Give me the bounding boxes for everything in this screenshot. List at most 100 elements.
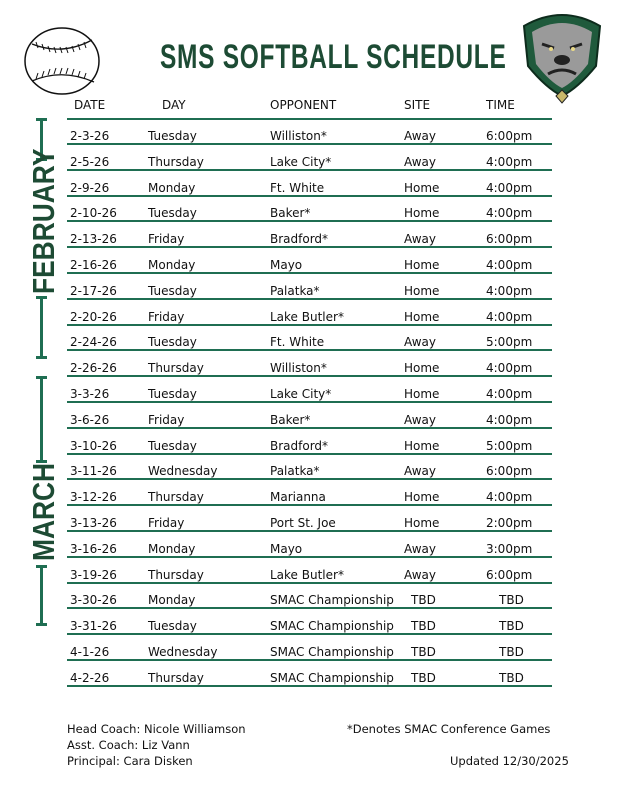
- cell-site: Home: [404, 387, 440, 401]
- cell-day: Thursday: [148, 154, 204, 169]
- cell-opponent: Palatka*: [270, 464, 320, 479]
- asst-coach: Asst. Coach: Liz Vann: [67, 738, 190, 752]
- cell-site: Away: [404, 412, 436, 427]
- cell-time: 4:00pm: [486, 283, 533, 298]
- cell-site: TBD: [411, 619, 436, 634]
- row-rule: [67, 143, 552, 145]
- cell-opponent: Williston*: [270, 361, 327, 376]
- cell-date: 3-10-26: [70, 438, 117, 453]
- cell-time: 6:00pm: [486, 232, 533, 247]
- cell-day: Thursday: [148, 361, 204, 376]
- head-coach: Head Coach: Nicole Williamson: [67, 722, 246, 736]
- cell-time: 4:00pm: [486, 490, 533, 505]
- cell-day: Tuesday: [148, 438, 197, 453]
- cell-day: Monday: [148, 180, 196, 195]
- cell-day: Wednesday: [148, 464, 218, 479]
- cell-date: 3-6-26: [70, 412, 110, 427]
- cell-date: 3-12-26: [70, 490, 117, 505]
- softball-icon: [24, 27, 100, 95]
- bulldog-logo: [522, 14, 602, 104]
- cell-opponent: Marianna: [270, 490, 326, 505]
- month-label-february: FEBRUARY: [26, 148, 61, 294]
- cell-date: 2-13-26: [70, 232, 117, 247]
- cell-time: TBD: [499, 670, 524, 685]
- bracket-line: [40, 118, 43, 160]
- cell-date: 2-17-26: [70, 283, 117, 298]
- cell-site: Home: [404, 180, 440, 195]
- cell-date: 2-9-26: [70, 180, 110, 195]
- cell-day: Tuesday: [148, 283, 197, 298]
- row-rule: [67, 272, 552, 274]
- cell-site: Home: [404, 206, 440, 221]
- row-rule: [67, 530, 552, 532]
- cell-date: 3-16-26: [70, 541, 117, 556]
- row-rule: [67, 555, 552, 558]
- cell-date: 2-20-26: [70, 309, 117, 324]
- cell-time: 4:00pm: [486, 361, 533, 376]
- cell-day: Thursday: [148, 670, 204, 685]
- cell-opponent: Mayo: [270, 258, 303, 272]
- row-rule: [67, 375, 552, 378]
- cell-opponent: SMAC Championship: [270, 670, 394, 685]
- cell-opponent: SMAC Championship: [270, 593, 394, 608]
- cell-site: Home: [404, 309, 440, 324]
- row-rule: [67, 607, 552, 610]
- cell-day: Tuesday: [148, 619, 197, 634]
- bracket-cap: [36, 158, 47, 161]
- bracket-cap: [36, 460, 47, 463]
- cell-opponent: Bradford*: [270, 232, 329, 247]
- cell-day: Friday: [148, 516, 185, 530]
- cell-day: Monday: [148, 541, 196, 556]
- cell-site: Home: [404, 490, 440, 505]
- cell-date: 3-19-26: [70, 567, 117, 582]
- cell-time: TBD: [499, 619, 524, 634]
- cell-time: 4:00pm: [486, 258, 533, 272]
- row-rule: [67, 194, 552, 197]
- cell-opponent: Lake Butler*: [270, 309, 344, 324]
- cell-site: Away: [404, 464, 436, 479]
- principal: Principal: Cara Disken: [67, 754, 193, 768]
- cell-opponent: Bradford*: [270, 438, 329, 453]
- cell-time: 4:00pm: [486, 154, 533, 169]
- cell-date: 4-1-26: [70, 645, 110, 659]
- cell-day: Tuesday: [148, 387, 197, 401]
- cell-site: Away: [404, 541, 436, 556]
- cell-day: Tuesday: [148, 206, 197, 221]
- month-label-march: MARCH: [26, 462, 61, 561]
- cell-time: TBD: [499, 645, 524, 659]
- cell-opponent: Williston*: [270, 129, 327, 143]
- cell-day: Friday: [148, 232, 185, 247]
- header-opponent: OPPONENT: [270, 98, 337, 112]
- cell-time: 4:00pm: [486, 206, 533, 221]
- cell-date: 3-13-26: [70, 516, 117, 530]
- page-title: SMS SOFTBALL SCHEDULE: [160, 38, 507, 76]
- header-time: TIME: [486, 98, 515, 112]
- bracket-line: [40, 296, 43, 358]
- cell-day: Tuesday: [148, 129, 197, 143]
- cell-day: Thursday: [148, 567, 204, 582]
- cell-time: 3:00pm: [486, 541, 533, 556]
- cell-site: TBD: [411, 670, 436, 685]
- cell-time: 4:00pm: [486, 412, 533, 427]
- cell-site: Away: [404, 232, 436, 247]
- cell-opponent: Lake Butler*: [270, 567, 344, 582]
- cell-time: TBD: [499, 593, 524, 608]
- cell-opponent: Mayo: [270, 541, 303, 556]
- cell-time: 4:00pm: [486, 180, 533, 195]
- cell-date: 3-30-26: [70, 593, 117, 608]
- cell-site: Home: [404, 361, 440, 376]
- row-rule: [67, 659, 552, 661]
- header-day: DAY: [162, 98, 186, 112]
- cell-day: Wednesday: [148, 645, 218, 659]
- bracket-cap: [36, 356, 47, 359]
- cell-day: Thursday: [148, 490, 204, 505]
- cell-time: 4:00pm: [486, 309, 533, 324]
- cell-opponent: Baker*: [270, 412, 311, 427]
- cell-day: Monday: [148, 258, 196, 272]
- cell-date: 2-3-26: [70, 129, 110, 143]
- cell-site: Away: [404, 335, 436, 350]
- cell-opponent: SMAC Championship: [270, 645, 394, 659]
- cell-time: 6:00pm: [486, 129, 533, 143]
- conference-note: *Denotes SMAC Conference Games: [347, 722, 551, 736]
- header-site: SITE: [404, 98, 431, 112]
